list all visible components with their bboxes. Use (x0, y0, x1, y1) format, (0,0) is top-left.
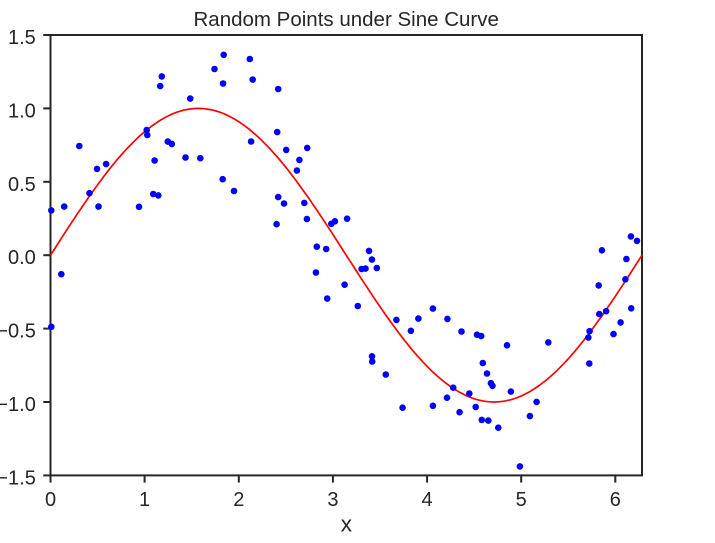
svg-text:1.0: 1.0 (8, 100, 36, 122)
svg-text:−1.5: −1.5 (0, 467, 36, 489)
svg-text:2: 2 (233, 489, 244, 511)
svg-text:0.0: 0.0 (8, 247, 36, 269)
svg-text:−1.0: −1.0 (0, 394, 36, 416)
svg-text:−0.5: −0.5 (0, 321, 36, 343)
svg-text:6: 6 (610, 489, 621, 511)
svg-text:x: x (341, 511, 353, 536)
svg-text:3: 3 (327, 489, 338, 511)
svg-text:5: 5 (516, 489, 527, 511)
svg-text:0: 0 (45, 489, 56, 511)
svg-text:1: 1 (139, 489, 150, 511)
svg-text:1.5: 1.5 (8, 27, 36, 49)
svg-text:0.5: 0.5 (8, 174, 36, 196)
svg-text:4: 4 (422, 489, 433, 511)
svg-text:Random Points under Sine Curve: Random Points under Sine Curve (194, 8, 499, 31)
